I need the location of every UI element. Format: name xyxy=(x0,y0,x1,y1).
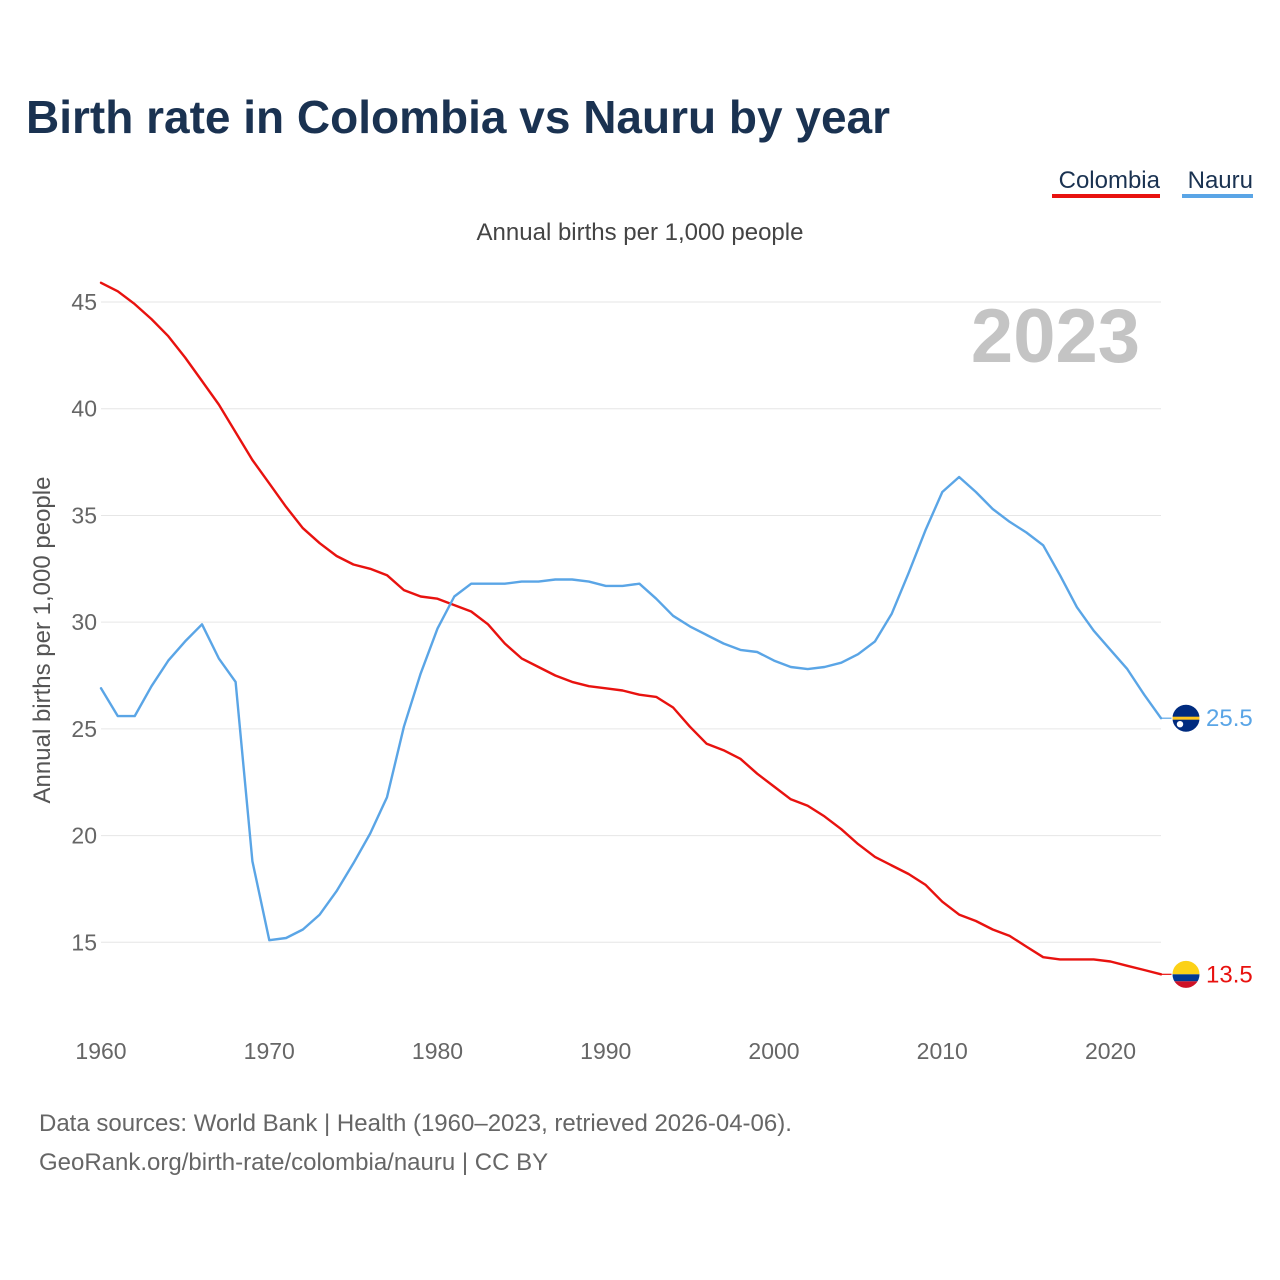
grid xyxy=(101,301,1161,943)
flag-ring xyxy=(1171,959,1201,989)
x-tick-label: 2000 xyxy=(748,1038,799,1064)
year-marker: 2023 xyxy=(971,294,1140,379)
y-tick-label: 15 xyxy=(71,929,97,955)
y-tick-label: 30 xyxy=(71,609,97,635)
source-line-2[interactable]: GeoRank.org/birth-rate/colombia/nauru | … xyxy=(39,1149,548,1176)
legend: Colombia Nauru xyxy=(1052,167,1253,198)
y-tick-label: 40 xyxy=(71,396,97,422)
y-axis-label: Annual births per 1,000 people xyxy=(29,477,56,804)
legend-colombia-swatch xyxy=(1052,194,1160,198)
colombia-flag xyxy=(1171,959,1201,989)
x-tick-label: 2020 xyxy=(1085,1038,1136,1064)
chart-title: Birth rate in Colombia vs Nauru by year xyxy=(26,91,890,143)
x-tick-label: 1990 xyxy=(580,1038,631,1064)
legend-colombia[interactable]: Colombia xyxy=(1059,167,1161,194)
x-tick-label: 1960 xyxy=(75,1038,126,1064)
y-tick-label: 35 xyxy=(71,502,97,528)
legend-nauru[interactable]: Nauru xyxy=(1188,167,1253,194)
end-value-label: 25.5 xyxy=(1206,705,1253,732)
flag-ring xyxy=(1171,703,1201,733)
y-axis-ticks: 15 20 25 30 35 40 45 xyxy=(71,289,97,955)
series-line-colombia[interactable] xyxy=(99,281,1163,976)
nauru-flag xyxy=(1171,703,1201,733)
end-value-label: 13.5 xyxy=(1206,961,1253,988)
end-markers: 13.5 25.5 xyxy=(1161,703,1253,989)
y-tick-label: 20 xyxy=(71,823,97,849)
chart-subtitle: Annual births per 1,000 people xyxy=(477,219,804,246)
series-line-nauru[interactable] xyxy=(99,475,1163,942)
series xyxy=(99,281,1163,976)
x-tick-label: 1980 xyxy=(412,1038,463,1064)
y-tick-label: 45 xyxy=(71,289,97,315)
x-axis-ticks: 1960 1970 1980 1990 2000 2010 2020 xyxy=(75,1038,1136,1064)
y-tick-label: 25 xyxy=(71,716,97,742)
source-line-1: Data sources: World Bank | Health (1960–… xyxy=(39,1110,792,1137)
x-tick-label: 2010 xyxy=(917,1038,968,1064)
x-tick-label: 1970 xyxy=(244,1038,295,1064)
legend-nauru-swatch xyxy=(1182,194,1253,198)
